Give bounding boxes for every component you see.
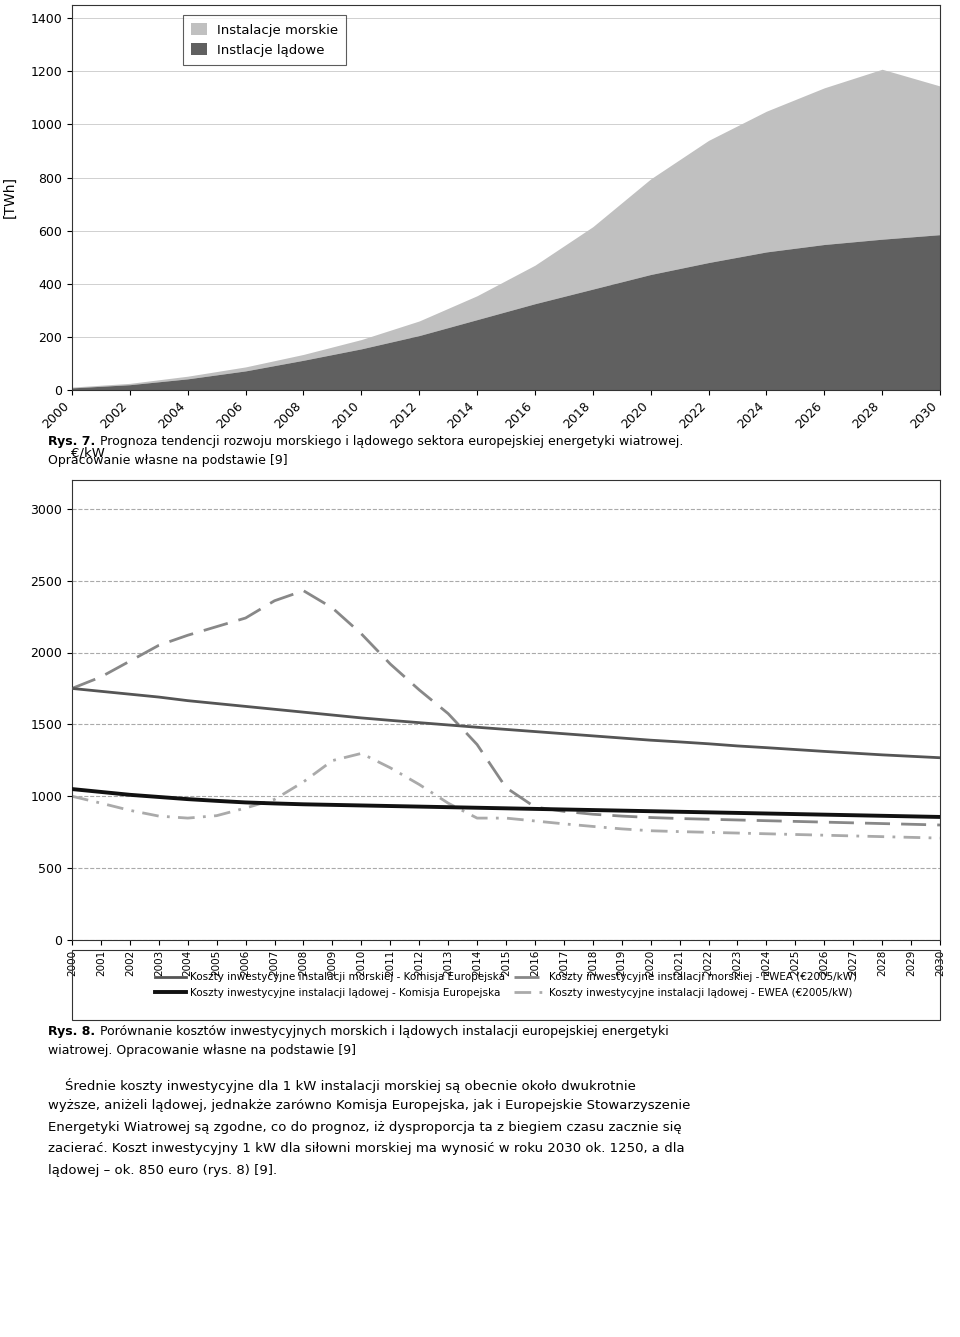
Text: Prognoza tendencji rozwoju morskiego i lądowego sektora europejskiej energetyki : Prognoza tendencji rozwoju morskiego i l… (96, 435, 684, 448)
Legend: Instalacje morskie, Instlacje lądowe: Instalacje morskie, Instlacje lądowe (182, 16, 347, 64)
Text: wyższe, aniżeli lądowej, jednakże zarówno Komisja Europejska, jak i Europejskie : wyższe, aniżeli lądowej, jednakże zarówn… (48, 1099, 690, 1112)
Text: Porównanie kosztów inwestycyjnych morskich i lądowych instalacji europejskiej en: Porównanie kosztów inwestycyjnych morski… (96, 1025, 669, 1038)
Legend: Koszty inwestycyjne instalacji morskiej - Komisja Europejska, Koszty inwestycyjn: Koszty inwestycyjne instalacji morskiej … (152, 969, 860, 1000)
Text: [TWh]: [TWh] (3, 176, 16, 218)
Text: lądowej – ok. 850 euro (rys. 8) [9].: lądowej – ok. 850 euro (rys. 8) [9]. (48, 1163, 277, 1177)
Text: Rys. 8.: Rys. 8. (48, 1025, 95, 1038)
Text: Opracowanie własne na podstawie [9]: Opracowanie własne na podstawie [9] (48, 453, 288, 467)
Text: zacierać. Koszt inwestycyjny 1 kW dla siłowni morskiej ma wynosić w roku 2030 ok: zacierać. Koszt inwestycyjny 1 kW dla si… (48, 1142, 684, 1155)
Text: wiatrowej. Opracowanie własne na podstawie [9]: wiatrowej. Opracowanie własne na podstaw… (48, 1044, 356, 1056)
Text: €/kW: €/kW (71, 447, 105, 460)
Text: Średnie koszty inwestycyjne dla 1 kW instalacji morskiej są obecnie około dwukro: Średnie koszty inwestycyjne dla 1 kW ins… (48, 1078, 636, 1094)
Text: Energetyki Wiatrowej są zgodne, co do prognoz, iż dysproporcja ta z biegiem czas: Energetyki Wiatrowej są zgodne, co do pr… (48, 1120, 682, 1134)
Text: Rys. 7.: Rys. 7. (48, 435, 95, 448)
